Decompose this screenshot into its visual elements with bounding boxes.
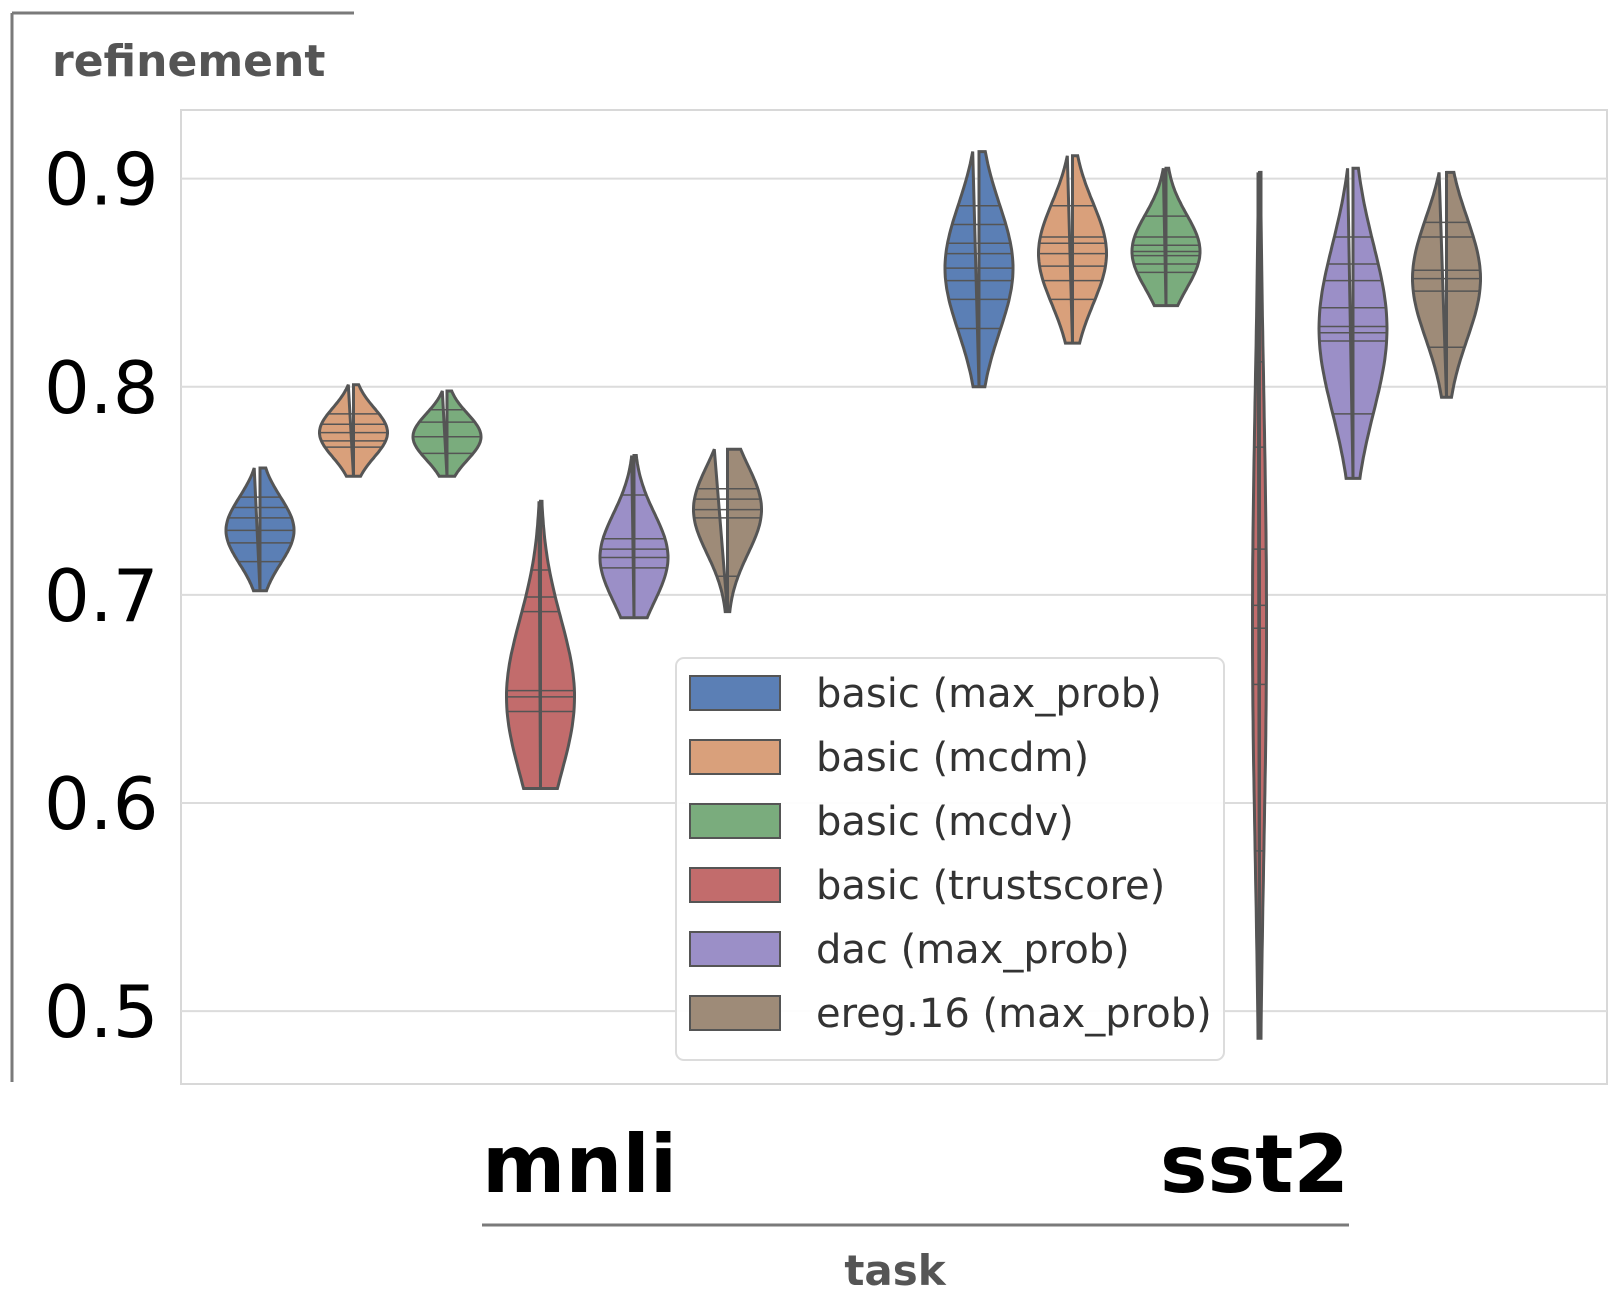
violin-mnli-4 — [598, 453, 670, 620]
legend-label: dac (max_prob) — [816, 927, 1130, 973]
legend-box — [675, 657, 1225, 1061]
y-tick-label: 0.5 — [44, 970, 159, 1054]
x-category-label: sst2 — [1160, 1118, 1349, 1211]
violins — [224, 150, 1482, 1040]
legend-swatch — [689, 931, 781, 967]
legend-label: basic (max_prob) — [816, 671, 1162, 717]
y-tick-labels: 0.5 0.6 0.7 0.8 0.9 — [44, 138, 159, 1054]
legend-swatch — [689, 739, 781, 775]
y-tick-label: 0.6 — [44, 762, 159, 846]
violin-sst2-1 — [1037, 154, 1108, 345]
legend-label: ereg.16 (max_prob) — [816, 991, 1212, 1037]
legend-swatch — [689, 803, 781, 839]
violin-sst2-4 — [1317, 166, 1389, 480]
y-axis-label: refinement — [52, 36, 325, 87]
legend: basic (max_prob)basic (mcdm) basic (mcdv)… — [675, 657, 1225, 1061]
y-tick-label: 0.7 — [44, 554, 159, 638]
y-tick-label: 0.9 — [44, 138, 159, 222]
violin-mnli-0 — [224, 466, 296, 593]
legend-label: basic (mcdm) — [816, 735, 1089, 781]
legend-label: basic (trustscore) — [816, 863, 1165, 909]
legend-swatch — [689, 867, 781, 903]
violin-mnli-2 — [411, 389, 483, 478]
violin-sst2-5 — [1411, 170, 1482, 399]
violin-mnli-3 — [505, 499, 576, 790]
legend-label: basic (mcdv) — [816, 799, 1074, 845]
legend-swatch — [689, 995, 781, 1031]
x-axis-label: task — [844, 1246, 946, 1288]
violin-mnli-5 — [692, 447, 763, 614]
y-tick-label: 0.8 — [44, 346, 159, 430]
x-category-labels: mnli sst2 — [482, 1118, 1349, 1211]
legend-swatch — [689, 675, 781, 711]
x-category-label: mnli — [482, 1118, 677, 1211]
